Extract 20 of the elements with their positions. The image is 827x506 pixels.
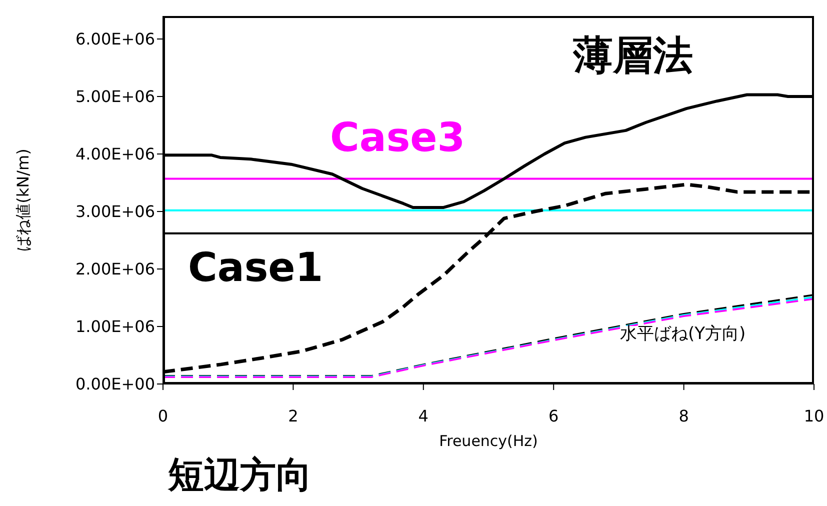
- x-tick-label: 4: [418, 406, 428, 426]
- annotation: 水平ばね(Y方向): [620, 324, 746, 344]
- y-tick-label: 1.00E+06: [76, 317, 155, 336]
- y-tick-label: 0.00E+00: [76, 374, 155, 394]
- x-tick-label: 2: [288, 406, 298, 426]
- x-tick-label: 0: [158, 406, 168, 426]
- y-axis-title: ばね値(kN/m): [14, 148, 33, 252]
- annotation: Case1: [188, 245, 324, 291]
- y-tick-label: 6.00E+06: [76, 30, 155, 49]
- x-axis-title: Freuency(Hz): [439, 432, 538, 450]
- y-tick-label: 3.00E+06: [76, 202, 155, 222]
- annotation: Case3: [330, 115, 466, 161]
- y-tick-label: 5.00E+06: [76, 87, 155, 106]
- annotation: 薄層法: [573, 33, 693, 79]
- x-tick-label: 10: [804, 406, 824, 426]
- y-tick-label: 4.00E+06: [76, 144, 155, 164]
- y-tick-label: 2.00E+06: [76, 260, 155, 279]
- x-tick-label: 6: [548, 406, 559, 426]
- x-tick-label: 8: [678, 406, 689, 426]
- text: 短辺方向: [168, 455, 312, 496]
